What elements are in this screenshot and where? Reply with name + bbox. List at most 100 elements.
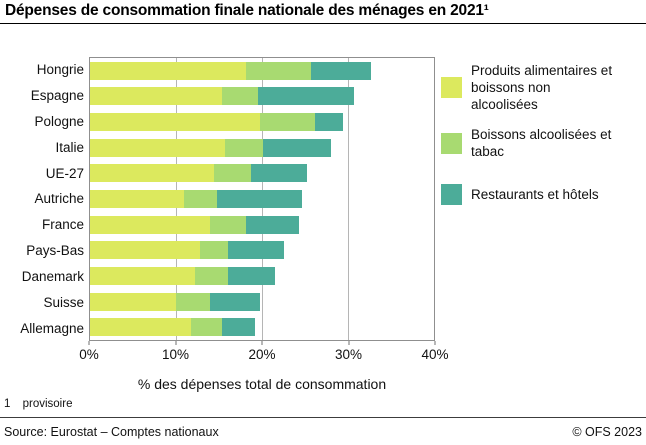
x-tick-label: 0% [79,347,99,362]
legend-label: Produits alimentaires et boissons non alco… [471,62,612,113]
chart-area: Hongrie Espagne Pologne Italie UE-27 Autriche… [0,57,440,341]
bar-segment [190,318,222,337]
legend-label-line: alcoolisées [471,97,538,112]
stacked-bar [90,292,434,311]
stacked-bar [90,61,434,80]
bar-segment [225,138,263,157]
y-axis-label: Danemark [21,268,84,284]
bar-row [90,314,434,340]
bar-segment [90,241,201,260]
stacked-bar [90,138,434,157]
stacked-bar [90,87,434,106]
stacked-bar [90,164,434,183]
legend-label-line: boissons non [471,80,551,95]
legend-item: Restaurants et hôtels [441,184,599,205]
bar-row [90,58,434,84]
bar-segment [257,87,354,106]
chart-title: Dépenses de consommation finale national… [5,2,489,19]
stacked-bar [90,113,434,132]
stacked-bar [90,266,434,285]
bar-segment [183,190,218,209]
y-axis-label: Hongrie [36,62,84,78]
legend-label: Boissons alcoolisées et tabac [471,126,611,160]
bar-segment [311,61,372,80]
bar-row [90,263,434,289]
y-axis-label: Espagne [30,88,84,104]
bar-segment [90,292,176,311]
footnote: 1 provisoire [4,398,72,410]
footnote-text: provisoire [22,398,73,410]
tick-mark [348,341,349,345]
bar-segment [213,164,251,183]
bar-segment [210,215,246,234]
bar-segment [194,266,229,285]
tick-mark [88,341,90,345]
bar-row [90,84,434,110]
bar-segment [90,190,184,209]
bar-segment [90,61,246,80]
x-axis-title: % des dépenses total de consommation [137,376,387,392]
bar-segment [245,215,299,234]
legend-label-line: Boissons alcoolisées et [471,127,612,142]
bar-segment [228,266,275,285]
bar-row [90,212,434,238]
y-axis-labels: Hongrie Espagne Pologne Italie UE-27 Autriche… [0,57,84,341]
bar-row [90,237,434,263]
legend-item: Boissons alcoolisées et tabac [441,126,611,160]
source-text: Source: Eurostat – Comptes nationaux [4,425,219,439]
legend-label-line: tabac [471,144,505,159]
legend-swatch [441,77,462,98]
bar-segment [221,87,258,106]
footer: Source: Eurostat – Comptes nationaux © O… [4,425,642,439]
bar-segment [260,113,316,132]
bar-segment [221,318,256,337]
tick-mark [434,341,436,345]
bar-row [90,109,434,135]
bar-segment [90,266,195,285]
stacked-bar [90,190,434,209]
plot-area [89,57,435,341]
x-tick-label: 10% [161,347,190,362]
legend-item: Produits alimentaires et boissons non alco… [441,62,612,113]
y-axis-label: Allemagne [20,320,84,336]
bar-segment [90,164,214,183]
legend-swatch [441,184,462,205]
x-axis-ticks: 0% 10% 20% 30% 40% [79,341,449,363]
title-divider [0,23,646,24]
y-axis-label: Pologne [34,114,84,130]
bar-segment [245,61,312,80]
bar-segment [90,113,261,132]
x-tick-label: 20% [248,347,276,362]
bar-row [90,186,434,212]
bar-segment [228,241,285,260]
legend-swatch [441,132,462,154]
bar-segment [262,138,331,157]
tick-mark [261,341,263,345]
legend-label-line: Produits alimentaires et [471,63,613,78]
bar-segment [209,292,261,311]
y-axis-label: UE-27 [45,165,84,181]
bar-row [90,161,434,187]
gridline-30 [348,58,349,340]
bar-segment [200,241,229,260]
stacked-bar [90,241,434,260]
bar-segment [315,113,343,132]
bar-segment [90,318,191,337]
bar-segment [176,292,210,311]
x-tick-label: 40% [421,347,449,362]
y-axis-label: Suisse [43,294,84,310]
y-axis-label: Autriche [34,191,84,207]
bar-segment [90,87,222,106]
bar-segment [90,138,226,157]
stacked-bar [90,215,434,234]
bar-segment [250,164,307,183]
stacked-bar [90,318,434,337]
footer-divider [0,417,646,418]
legend-label-line: Restaurants et hôtels [471,187,599,202]
y-axis-label: Italie [55,139,84,155]
y-axis-label: France [41,217,84,233]
bar-row [90,289,434,315]
bar-row [90,135,434,161]
y-axis-label: Pays-Bas [26,243,84,259]
